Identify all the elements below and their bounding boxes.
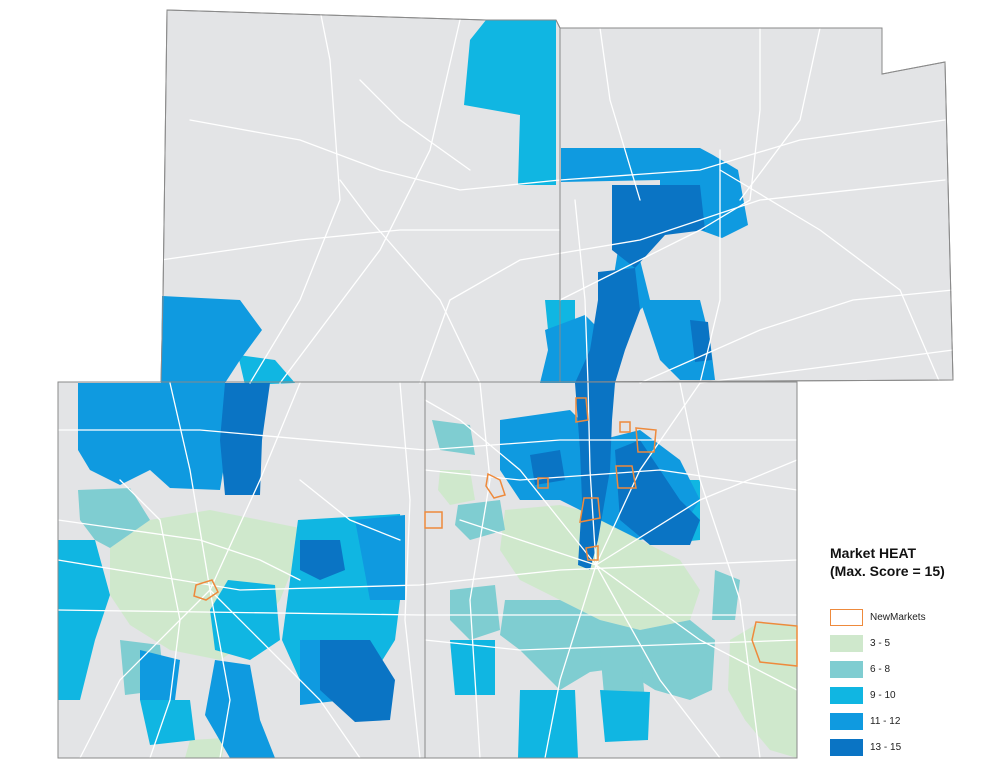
new-market-area xyxy=(193,579,219,601)
new-market-area xyxy=(485,472,506,499)
new-market-area xyxy=(585,545,599,561)
legend-items: NewMarkets 3 - 5 6 - 8 9 - 10 11 - 12 13… xyxy=(830,604,995,760)
map-legend: Market HEAT (Max. Score = 15) NewMarkets… xyxy=(830,544,995,760)
legend-swatch-9-10 xyxy=(830,686,863,704)
legend-item-6-8: 6 - 8 xyxy=(830,656,995,682)
legend-title-line2: (Max. Score = 15) xyxy=(830,563,945,579)
legend-label-11-12: 11 - 12 xyxy=(870,715,901,727)
legend-title-line1: Market HEAT xyxy=(830,545,917,561)
legend-item-newmarkets: NewMarkets xyxy=(830,604,995,630)
legend-swatch-13-15 xyxy=(830,738,863,756)
new-market-area xyxy=(537,477,549,489)
legend-item-9-10: 9 - 10 xyxy=(830,682,995,708)
new-market-area xyxy=(619,421,631,433)
new-market-area xyxy=(424,511,443,529)
new-markets-layer xyxy=(193,397,798,667)
new-market-area xyxy=(751,621,798,667)
legend-label-3-5: 3 - 5 xyxy=(870,637,891,649)
legend-swatch-3-5 xyxy=(830,634,863,652)
legend-title: Market HEAT (Max. Score = 15) xyxy=(830,544,995,580)
legend-item-11-12: 11 - 12 xyxy=(830,708,995,734)
road-network xyxy=(57,9,954,759)
county-border-layer xyxy=(57,9,954,759)
new-market-area xyxy=(615,465,637,489)
legend-swatch-6-8 xyxy=(830,660,863,678)
tracts-score-13-15 xyxy=(220,185,712,722)
new-market-area xyxy=(575,397,589,423)
legend-item-13-15: 13 - 15 xyxy=(830,734,995,760)
new-market-area xyxy=(579,497,601,523)
legend-item-3-5: 3 - 5 xyxy=(830,630,995,656)
legend-swatch-newmarkets xyxy=(830,608,863,626)
legend-swatch-11-12 xyxy=(830,712,863,730)
legend-label-9-10: 9 - 10 xyxy=(870,689,896,701)
legend-label-newmarkets: NewMarkets xyxy=(870,611,926,623)
new-market-area xyxy=(635,427,657,453)
legend-label-6-8: 6 - 8 xyxy=(870,663,891,675)
legend-label-13-15: 13 - 15 xyxy=(870,741,902,753)
